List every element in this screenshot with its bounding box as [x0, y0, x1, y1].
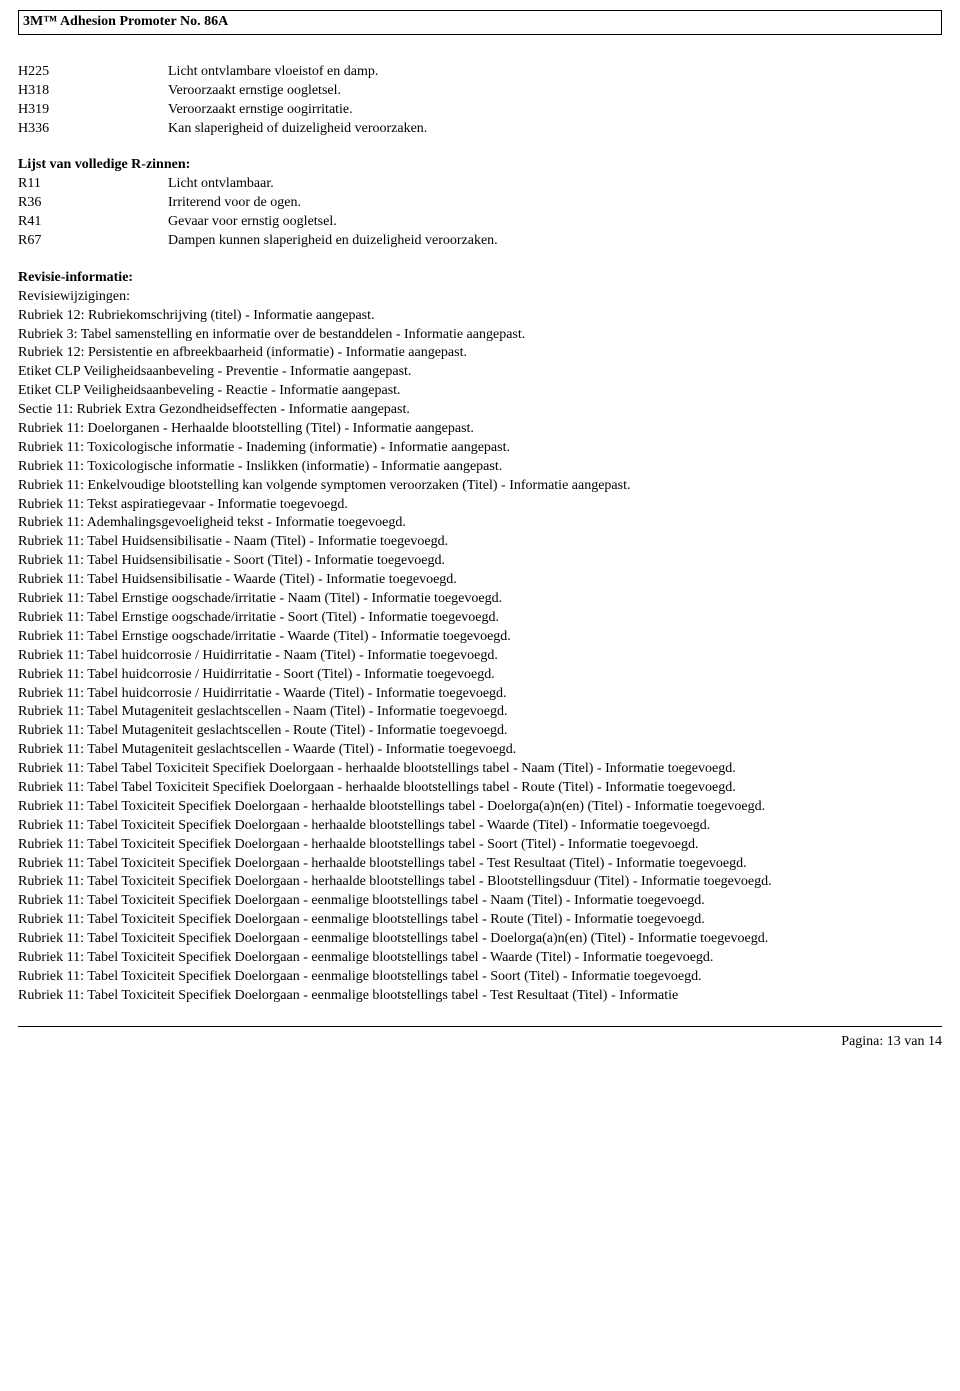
- r-code-desc: Gevaar voor ernstig oogletsel.: [78, 213, 942, 232]
- revision-item: Rubriek 11: Tabel Toxiciteit Specifiek D…: [18, 987, 942, 1006]
- document-header: 3M™ Adhesion Promoter No. 86A: [18, 10, 942, 35]
- h-code-row: H319Veroorzaakt ernstige oogirritatie.: [18, 101, 942, 120]
- revision-subtitle: Revisiewijzigingen:: [18, 288, 942, 307]
- h-code-desc: Veroorzaakt ernstige oogletsel.: [78, 82, 942, 101]
- r-code: R41: [18, 213, 78, 232]
- h-code-desc: Kan slaperigheid of duizeligheid veroorz…: [78, 120, 942, 139]
- revision-item: Rubriek 11: Tabel Mutageniteit geslachts…: [18, 703, 942, 722]
- revision-item: Rubriek 11: Tabel Ernstige oogschade/irr…: [18, 590, 942, 609]
- r-code-row: R11Licht ontvlambaar.: [18, 175, 942, 194]
- revision-item: Rubriek 11: Tabel Huidsensibilisatie - N…: [18, 533, 942, 552]
- r-zinnen-block: Lijst van volledige R-zinnen: R11Licht o…: [18, 156, 942, 250]
- revision-item: Rubriek 3: Tabel samenstelling en inform…: [18, 326, 942, 345]
- revision-item: Etiket CLP Veiligheidsaanbeveling - Reac…: [18, 382, 942, 401]
- revision-item: Rubriek 11: Tabel Toxiciteit Specifiek D…: [18, 855, 942, 874]
- page-number: Pagina: 13 van 14: [18, 1033, 942, 1052]
- revision-item: Rubriek 11: Tabel Toxiciteit Specifiek D…: [18, 968, 942, 987]
- revision-item: Rubriek 11: Tabel Toxiciteit Specifiek D…: [18, 817, 942, 836]
- revision-item: Rubriek 11: Tabel Toxiciteit Specifiek D…: [18, 836, 942, 855]
- h-code-row: H336Kan slaperigheid of duizeligheid ver…: [18, 120, 942, 139]
- revision-item: Rubriek 11: Toxicologische informatie - …: [18, 439, 942, 458]
- h-code-desc: Veroorzaakt ernstige oogirritatie.: [78, 101, 942, 120]
- revision-item: Etiket CLP Veiligheidsaanbeveling - Prev…: [18, 363, 942, 382]
- h-codes-table: H225Licht ontvlambare vloeistof en damp.…: [18, 63, 942, 139]
- revision-item: Rubriek 11: Tekst aspiratiegevaar - Info…: [18, 496, 942, 515]
- r-code-row: R67Dampen kunnen slaperigheid en duizeli…: [18, 232, 942, 251]
- r-code: R11: [18, 175, 78, 194]
- revision-item: Rubriek 12: Persistentie en afbreekbaarh…: [18, 344, 942, 363]
- revision-item: Rubriek 11: Tabel Toxiciteit Specifiek D…: [18, 873, 942, 892]
- revision-item: Rubriek 11: Tabel Toxiciteit Specifiek D…: [18, 930, 942, 949]
- revision-item: Rubriek 11: Tabel huidcorrosie / Huidirr…: [18, 647, 942, 666]
- h-code: H319: [18, 101, 78, 120]
- r-zinnen-title: Lijst van volledige R-zinnen:: [18, 156, 942, 175]
- revision-item: Rubriek 11: Tabel Ernstige oogschade/irr…: [18, 609, 942, 628]
- footer-divider: [18, 1026, 942, 1027]
- h-code-desc: Licht ontvlambare vloeistof en damp.: [78, 63, 942, 82]
- revision-item: Rubriek 11: Tabel Tabel Toxiciteit Speci…: [18, 779, 942, 798]
- document-title: 3M™ Adhesion Promoter No. 86A: [23, 14, 228, 29]
- revision-item: Rubriek 11: Tabel huidcorrosie / Huidirr…: [18, 685, 942, 704]
- revision-item: Rubriek 11: Tabel Ernstige oogschade/irr…: [18, 628, 942, 647]
- h-code: H318: [18, 82, 78, 101]
- revision-item: Rubriek 11: Doelorganen - Herhaalde bloo…: [18, 420, 942, 439]
- revision-item: Rubriek 11: Ademhalingsgevoeligheid teks…: [18, 514, 942, 533]
- revision-item: Rubriek 11: Tabel Toxiciteit Specifiek D…: [18, 911, 942, 930]
- revision-item: Rubriek 11: Tabel Toxiciteit Specifiek D…: [18, 949, 942, 968]
- r-code-desc: Irriterend voor de ogen.: [78, 194, 942, 213]
- revision-item: Rubriek 12: Rubriekomschrijving (titel) …: [18, 307, 942, 326]
- revision-item: Rubriek 11: Tabel Toxiciteit Specifiek D…: [18, 798, 942, 817]
- revision-item: Rubriek 11: Tabel Mutageniteit geslachts…: [18, 741, 942, 760]
- revision-item: Rubriek 11: Tabel Huidsensibilisatie - W…: [18, 571, 942, 590]
- revision-item: Rubriek 11: Enkelvoudige blootstelling k…: [18, 477, 942, 496]
- revision-item: Rubriek 11: Tabel huidcorrosie / Huidirr…: [18, 666, 942, 685]
- revision-title: Revisie-informatie:: [18, 269, 942, 288]
- r-code-row: R36Irriterend voor de ogen.: [18, 194, 942, 213]
- revision-item: Rubriek 11: Tabel Mutageniteit geslachts…: [18, 722, 942, 741]
- h-code-row: H318Veroorzaakt ernstige oogletsel.: [18, 82, 942, 101]
- h-code-row: H225Licht ontvlambare vloeistof en damp.: [18, 63, 942, 82]
- r-code-desc: Licht ontvlambaar.: [78, 175, 942, 194]
- r-code-row: R41Gevaar voor ernstig oogletsel.: [18, 213, 942, 232]
- revision-item: Rubriek 11: Toxicologische informatie - …: [18, 458, 942, 477]
- r-code: R67: [18, 232, 78, 251]
- revision-item: Rubriek 11: Tabel Huidsensibilisatie - S…: [18, 552, 942, 571]
- revision-item: Rubriek 11: Tabel Tabel Toxiciteit Speci…: [18, 760, 942, 779]
- r-code-desc: Dampen kunnen slaperigheid en duizelighe…: [78, 232, 942, 251]
- revision-item: Sectie 11: Rubriek Extra Gezondheidseffe…: [18, 401, 942, 420]
- h-code: H225: [18, 63, 78, 82]
- h-code: H336: [18, 120, 78, 139]
- r-code: R36: [18, 194, 78, 213]
- revision-item: Rubriek 11: Tabel Toxiciteit Specifiek D…: [18, 892, 942, 911]
- revision-info-block: Revisie-informatie: Revisiewijzigingen: …: [18, 269, 942, 1006]
